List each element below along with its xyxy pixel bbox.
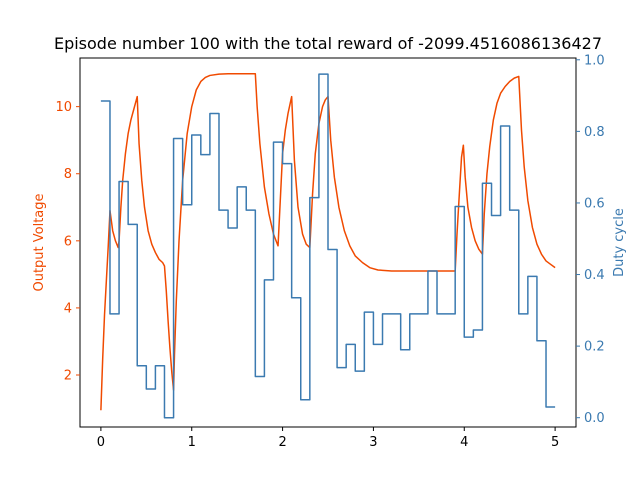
- voltage-series-layer: [100, 73, 556, 411]
- plot-frame: [79, 57, 577, 428]
- y-right-axis: 0.0 0.2 0.4 0.6 0.8 1.0: [576, 53, 605, 426]
- y-left-tick-label: 6: [64, 234, 72, 249]
- x-tick-label: 5: [551, 435, 559, 450]
- y-right-tick-label: 0.0: [584, 411, 605, 426]
- x-tick-label: 3: [369, 435, 377, 450]
- duty-cycle-series-layer: [100, 73, 556, 419]
- y-right-tick-label: 1.0: [584, 53, 605, 68]
- x-tick-label: 0: [97, 435, 105, 450]
- x-axis: 0 1 2 3 4 5: [97, 427, 559, 450]
- y-left-tick-label: 8: [64, 167, 72, 182]
- x-tick-label: 1: [188, 435, 196, 450]
- y-left-tick-label: 4: [64, 301, 72, 316]
- y-left-axis-label: Output Voltage: [32, 193, 47, 291]
- y-right-tick-label: 0.4: [584, 268, 605, 283]
- y-right-axis-label: Duty cycle: [612, 208, 627, 277]
- y-left-tick-label: 10: [55, 100, 72, 115]
- y-right-tick-label: 0.6: [584, 196, 605, 211]
- y-right-tick-label: 0.2: [584, 340, 605, 355]
- y-left-tick-label: 2: [64, 369, 72, 384]
- chart-title: Episode number 100 with the total reward…: [54, 34, 602, 53]
- duty-cycle-step-line: [100, 73, 556, 419]
- x-tick-label: 4: [460, 435, 468, 450]
- y-right-tick-label: 0.8: [584, 125, 605, 140]
- output-voltage-line: [100, 73, 556, 411]
- y-left-axis: 2 4 6 8 10: [55, 100, 80, 384]
- x-tick-label: 2: [278, 435, 286, 450]
